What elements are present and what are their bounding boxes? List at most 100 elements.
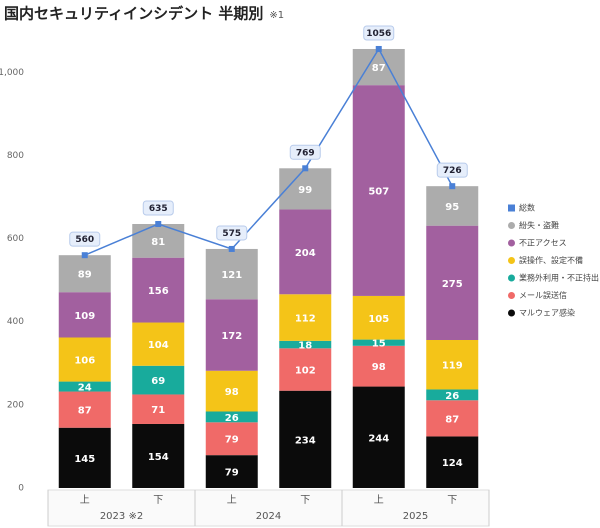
bar-segment <box>426 339 479 390</box>
bar-segment <box>352 339 405 346</box>
total-marker <box>302 165 309 172</box>
bar-segment <box>205 455 258 488</box>
bar-segment <box>426 225 479 340</box>
total-marker <box>449 183 456 190</box>
data-label: 26 <box>225 413 239 424</box>
data-label: 18 <box>298 341 312 352</box>
total-label: 726 <box>443 166 462 176</box>
bar-segment <box>426 400 479 437</box>
data-label: 26 <box>445 391 459 402</box>
data-label: 99 <box>298 185 312 196</box>
total-label-box <box>142 200 174 216</box>
data-label: 109 <box>74 311 95 322</box>
bar-segment <box>132 322 185 366</box>
legend-swatch <box>508 292 515 299</box>
chart-title: 国内セキュリティインシデント 半期別 <box>4 5 263 23</box>
bar-segment <box>279 209 332 295</box>
bar-segment <box>58 292 111 338</box>
bar-segment <box>58 391 111 428</box>
bar-segment <box>205 370 258 412</box>
data-label: 81 <box>151 237 165 248</box>
total-label: 635 <box>149 204 168 214</box>
bar-segment <box>352 48 405 86</box>
x-group-label: 2025 <box>403 511 428 522</box>
legend-label: メール誤送信 <box>519 290 567 300</box>
y-tick-label: 1,000 <box>0 68 24 78</box>
bar-segment <box>205 248 258 300</box>
data-label: 98 <box>225 387 239 398</box>
legend-label: 総数 <box>519 203 535 213</box>
legend-label: 業務外利用・不正持出 <box>519 273 599 283</box>
data-label: 105 <box>368 314 389 325</box>
legend-swatch <box>508 204 515 212</box>
total-label: 769 <box>296 148 315 158</box>
total-label-box <box>216 225 248 241</box>
bar-segment <box>426 389 479 401</box>
bar-segment <box>352 85 405 296</box>
bar-segment <box>58 337 111 382</box>
total-marker <box>228 245 235 252</box>
x-tick-label: 上 <box>227 494 237 506</box>
legend-swatch <box>508 239 515 247</box>
data-label: 156 <box>148 286 169 297</box>
data-label: 121 <box>221 270 242 281</box>
legend-label: 不正アクセス <box>519 239 567 248</box>
y-tick-label: 0 <box>18 484 24 494</box>
data-label: 69 <box>151 376 165 387</box>
data-label: 204 <box>295 248 316 259</box>
y-tick-label: 400 <box>7 317 24 327</box>
data-label: 89 <box>78 270 92 281</box>
data-label: 507 <box>368 187 389 198</box>
x-group-label: 2023 ※2 <box>100 511 143 522</box>
data-label: 124 <box>442 458 463 469</box>
bar-segment <box>279 294 332 341</box>
data-label: 87 <box>372 63 386 74</box>
data-label: 102 <box>295 366 316 377</box>
bar-segment <box>352 295 405 340</box>
bar-segment <box>426 186 479 226</box>
x-group-label: 2024 <box>256 511 281 522</box>
legend-swatch <box>508 257 515 264</box>
bar-segment <box>279 390 332 488</box>
total-label-box <box>289 144 321 160</box>
legend-label: マルウェア感染 <box>519 308 575 318</box>
bar-segment <box>426 436 479 488</box>
bar-segment <box>279 348 332 391</box>
total-label: 575 <box>222 229 241 239</box>
x-axis-band <box>47 489 490 527</box>
data-label: 275 <box>442 279 463 290</box>
legend-label: 紛失・盗難 <box>519 220 559 230</box>
x-tick-label: 下 <box>447 495 457 506</box>
data-label: 24 <box>78 383 92 394</box>
data-label: 104 <box>148 340 169 351</box>
data-label: 106 <box>74 356 95 367</box>
total-label-box <box>363 25 395 41</box>
data-label: 145 <box>74 454 95 465</box>
bar-segment <box>58 427 111 488</box>
total-label-box <box>436 162 468 178</box>
total-marker <box>375 45 382 52</box>
bar-segment <box>132 365 185 395</box>
legend-swatch <box>508 309 515 317</box>
y-tick-label: 800 <box>7 151 24 161</box>
data-label: 172 <box>221 331 242 342</box>
y-tick-label: 600 <box>7 234 24 244</box>
data-label: 79 <box>225 468 239 479</box>
bar-segment <box>352 345 405 387</box>
total-marker <box>81 252 88 259</box>
legend-swatch <box>508 274 515 282</box>
data-label: 79 <box>225 435 239 446</box>
data-label: 244 <box>368 433 389 444</box>
data-label: 15 <box>372 339 386 350</box>
data-label: 98 <box>372 362 386 373</box>
bar-segment <box>352 386 405 488</box>
data-label: 71 <box>151 405 165 416</box>
bar-segment <box>132 394 185 424</box>
data-label: 95 <box>445 202 459 213</box>
legend-label: 誤操作、設定不備 <box>519 255 583 265</box>
total-label-box <box>69 231 101 247</box>
data-label: 234 <box>295 435 316 446</box>
bar-segment <box>132 423 185 488</box>
x-tick-label: 下 <box>300 495 310 506</box>
bar-segment <box>132 257 185 323</box>
